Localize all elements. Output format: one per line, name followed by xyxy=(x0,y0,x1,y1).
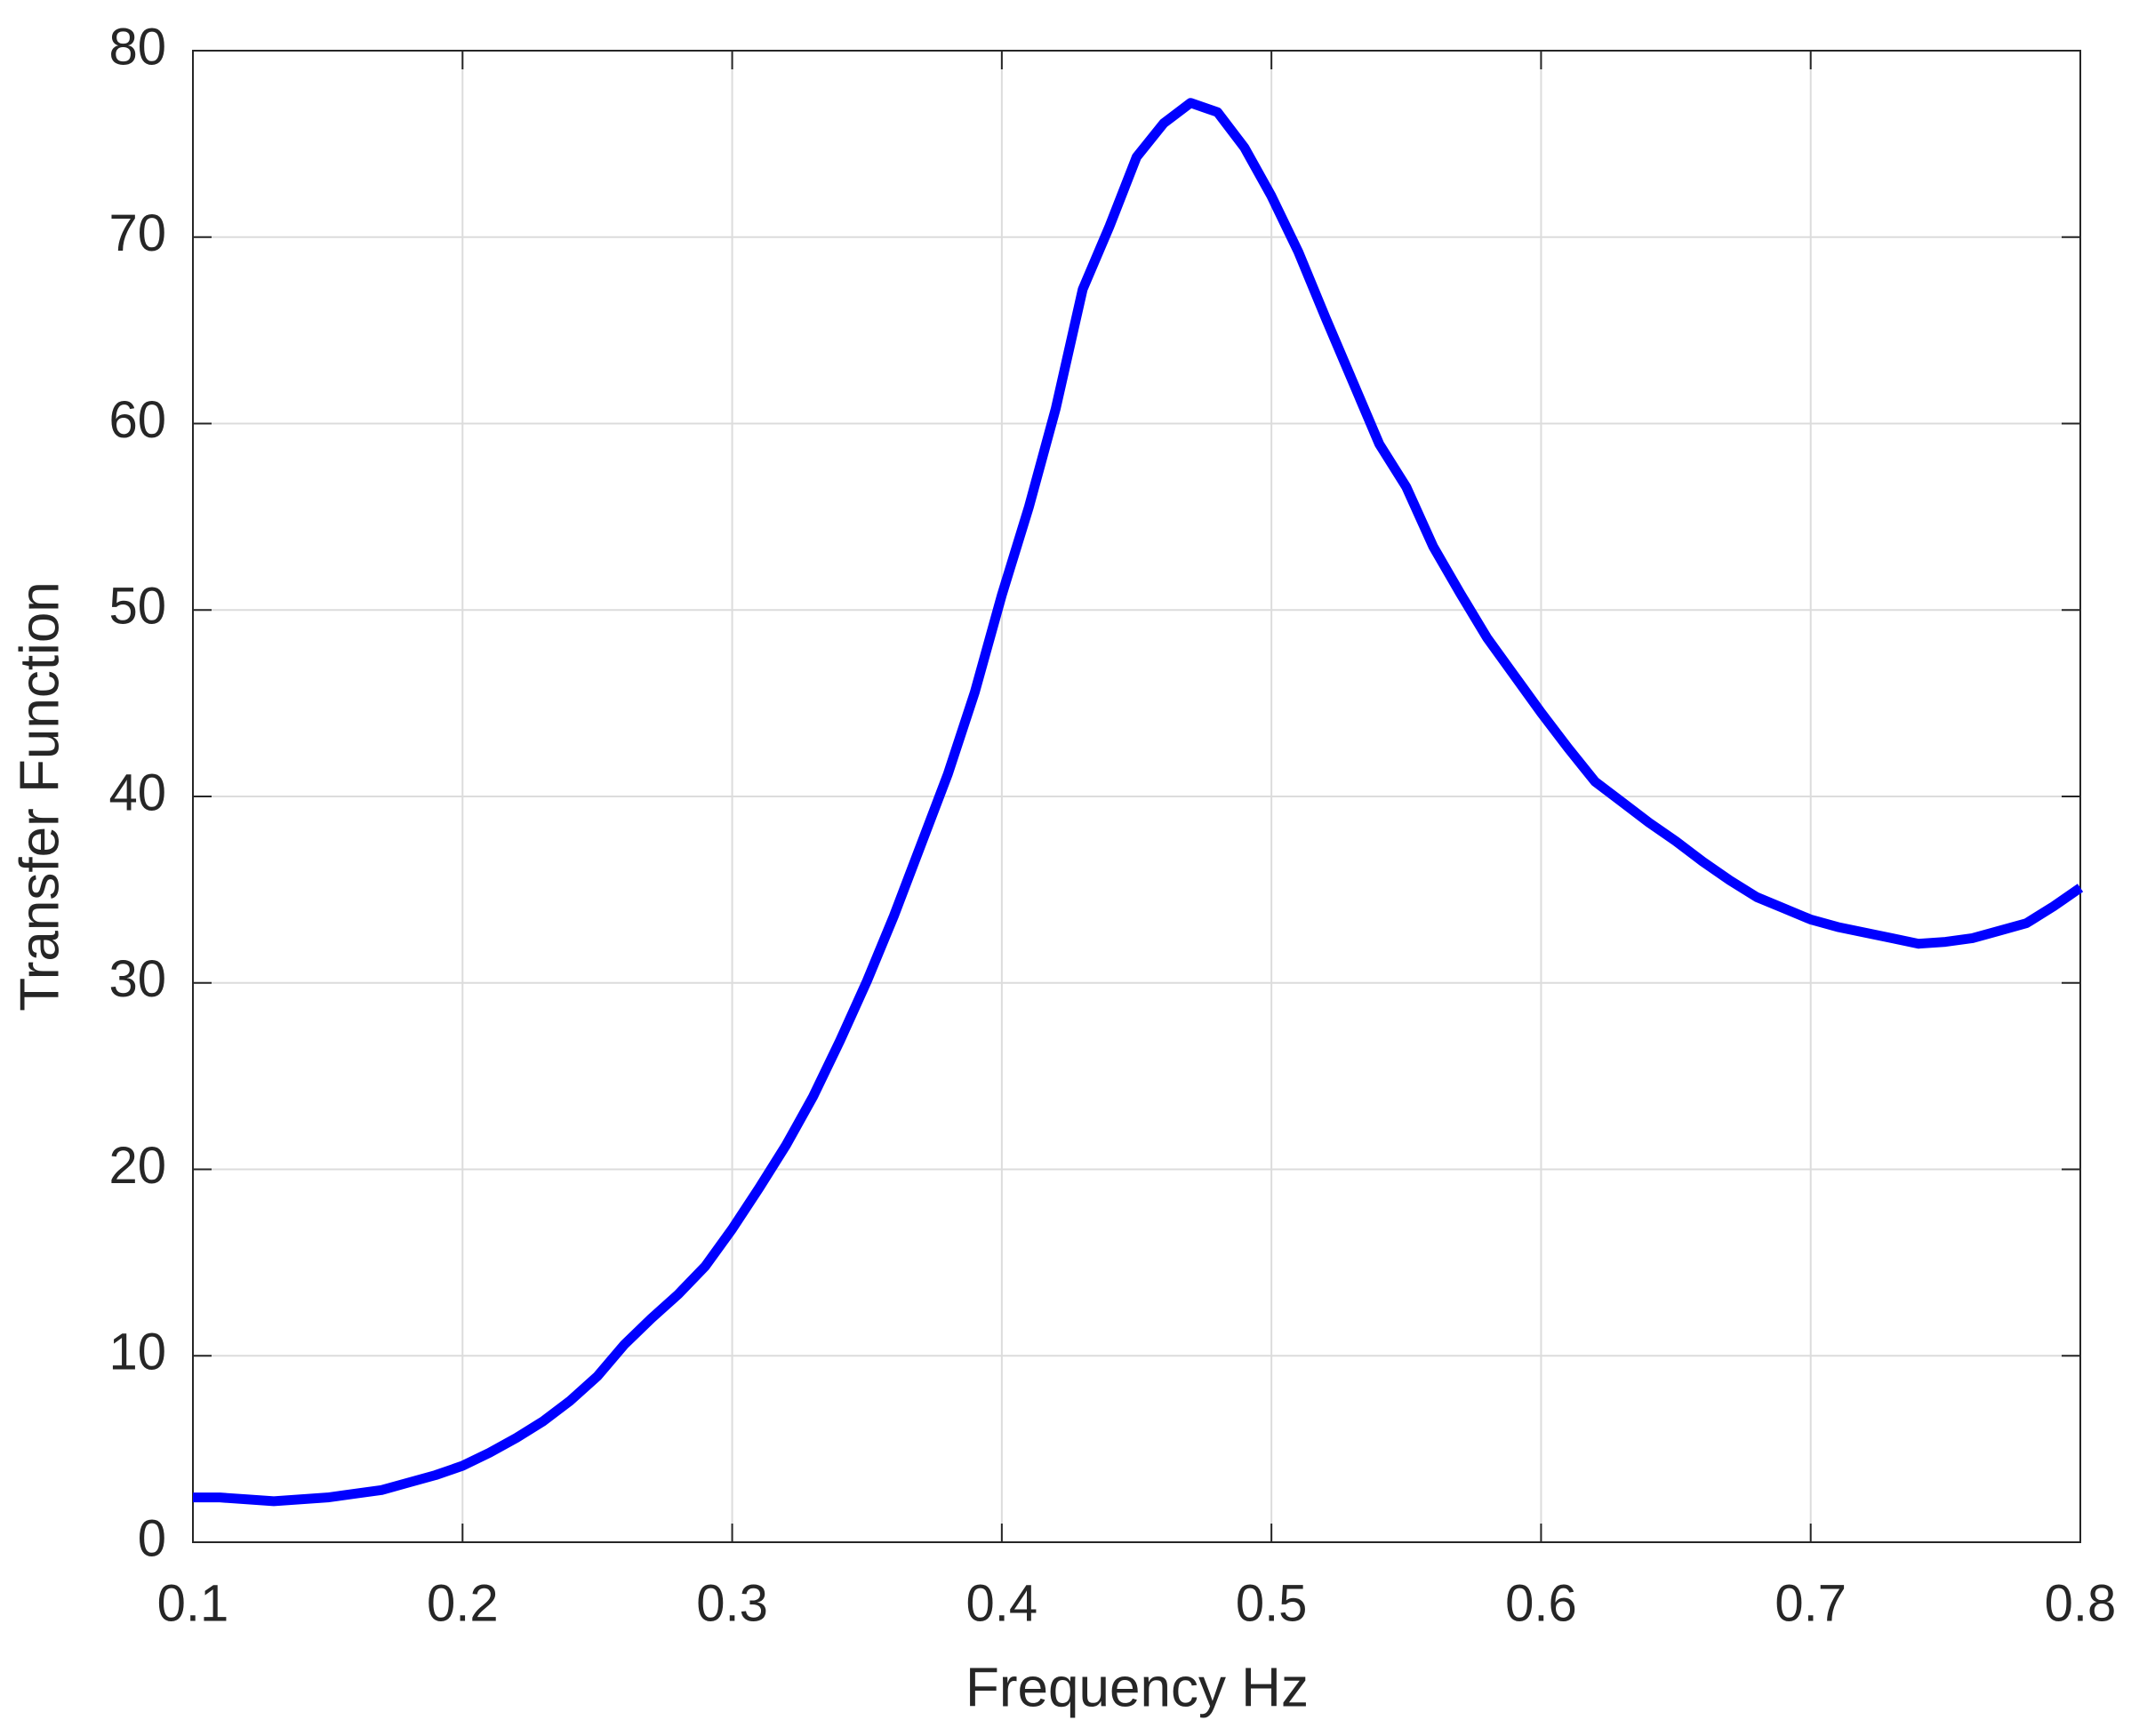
x-tick-label: 0.1 xyxy=(157,1574,229,1632)
x-tick-label: 0.7 xyxy=(1774,1574,1847,1632)
y-tick-label: 70 xyxy=(108,204,166,262)
y-tick-label: 40 xyxy=(108,764,166,821)
x-tick-label: 0.8 xyxy=(2045,1574,2117,1632)
x-axis-label: Frequency Hz xyxy=(965,1657,1309,1718)
y-tick-label: 60 xyxy=(108,391,166,449)
y-tick-label: 10 xyxy=(108,1324,166,1381)
data-line xyxy=(193,98,2084,1507)
y-tick-label: 30 xyxy=(108,950,166,1008)
x-tick-label: 0.2 xyxy=(427,1574,499,1632)
y-tick-label: 50 xyxy=(108,578,166,636)
x-tick-label: 0.3 xyxy=(696,1574,768,1632)
y-tick-label: 80 xyxy=(108,18,166,76)
x-tick-label: 0.5 xyxy=(1236,1574,1308,1632)
y-axis-label: Transfer Function xyxy=(9,581,70,1012)
y-tick-label: 0 xyxy=(138,1509,166,1567)
plot-frame xyxy=(192,50,2081,1543)
y-tick-label: 20 xyxy=(108,1137,166,1195)
x-tick-label: 0.4 xyxy=(966,1574,1038,1632)
x-tick-label: 0.6 xyxy=(1505,1574,1577,1632)
